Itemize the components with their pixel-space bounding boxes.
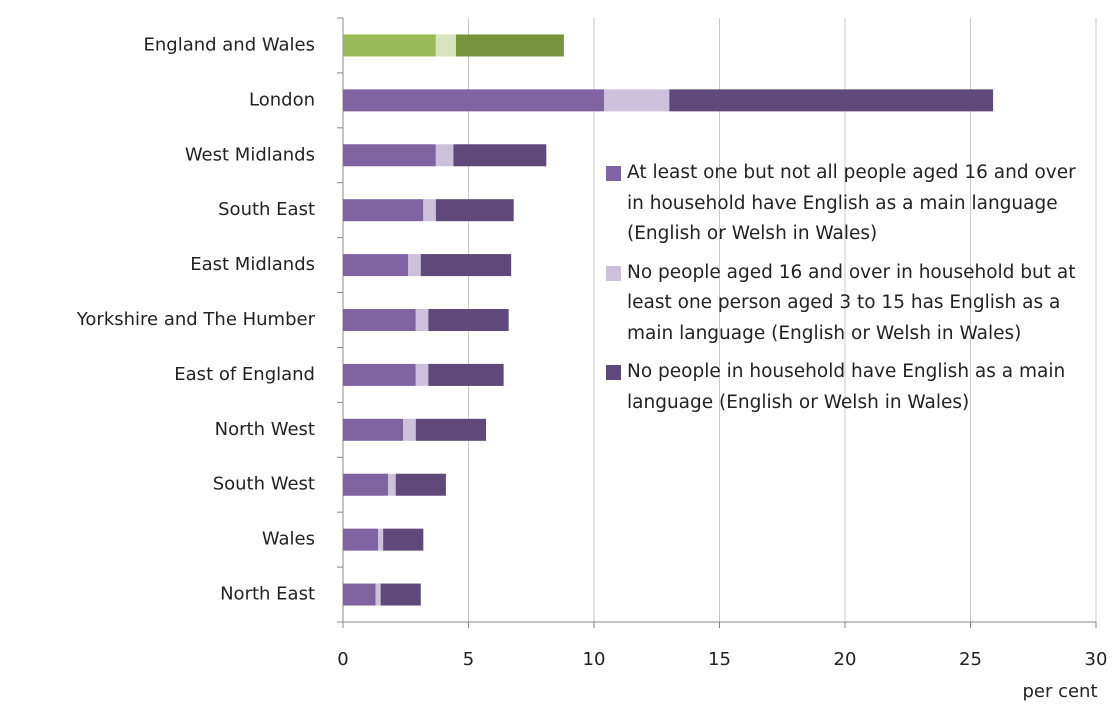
bar-segment [343, 309, 416, 331]
y-tick-label: Yorkshire and The Humber [76, 309, 316, 330]
bar-segment [435, 34, 456, 57]
bar-segment [423, 199, 436, 222]
bar-segment [343, 363, 416, 386]
bar-segment [343, 144, 436, 167]
x-tick-label: 5 [463, 649, 474, 670]
bar-segment [428, 363, 504, 386]
bar-segment [428, 309, 509, 331]
y-tick-label: North East [220, 584, 315, 605]
y-tick-label: South West [213, 474, 315, 495]
bar-segment [343, 418, 404, 441]
bar-segment [343, 528, 379, 551]
y-tick-label: Wales [262, 529, 315, 550]
bar-segment [395, 473, 446, 496]
bar-segment [455, 34, 564, 57]
x-tick-label: 25 [959, 649, 982, 670]
legend-swatch [606, 365, 621, 380]
bar-segment [415, 309, 429, 331]
bar-segment [343, 34, 436, 57]
bar-segment [380, 583, 421, 606]
bar-segment [604, 89, 670, 112]
bar-segment [343, 199, 424, 222]
bar-segment [388, 473, 396, 496]
bar-segment [403, 418, 416, 441]
x-tick-label: 0 [337, 649, 348, 670]
y-tick-label: East of England [174, 364, 315, 385]
bar-segment [343, 583, 376, 606]
bar-segment [383, 528, 424, 551]
bar-segment [343, 473, 389, 496]
legend: At least one but not all people aged 16 … [606, 158, 1096, 426]
x-tick-label: 15 [708, 649, 731, 670]
bar-segment [343, 254, 409, 277]
x-tick-label: 30 [1085, 649, 1108, 670]
y-tick-label: North West [215, 419, 315, 440]
bar-segment [378, 528, 384, 551]
y-tick-label: West Midlands [185, 144, 315, 165]
y-tick-label: East Midlands [190, 254, 315, 275]
bar-segment [415, 418, 487, 441]
y-tick-label: London [249, 89, 315, 110]
x-tick-label: 10 [583, 649, 606, 670]
bar-segment [453, 144, 547, 167]
legend-entry: At least one but not all people aged 16 … [606, 158, 1096, 250]
legend-entry: No people in household have English as a… [606, 357, 1096, 418]
bar-segment [375, 583, 381, 606]
legend-swatch [606, 166, 621, 181]
bar-segment [669, 89, 994, 112]
legend-entry: No people aged 16 and over in household … [606, 258, 1096, 350]
legend-label: No people aged 16 and over in household … [627, 261, 1076, 344]
x-tick-label: 20 [834, 649, 857, 670]
legend-label: At least one but not all people aged 16 … [627, 162, 1076, 244]
y-tick-label: South East [218, 199, 315, 220]
x-axis-label: per cent [1022, 681, 1097, 702]
y-tick-label: England and Wales [143, 34, 315, 55]
bar-segment [435, 199, 514, 222]
bar-segment [408, 254, 421, 277]
bar-segment [435, 144, 454, 167]
legend-label: No people in household have English as a… [627, 361, 1066, 413]
bar-segment [415, 363, 429, 386]
bar-segment [420, 254, 512, 277]
legend-swatch [606, 265, 621, 281]
bar-segment [343, 89, 605, 112]
